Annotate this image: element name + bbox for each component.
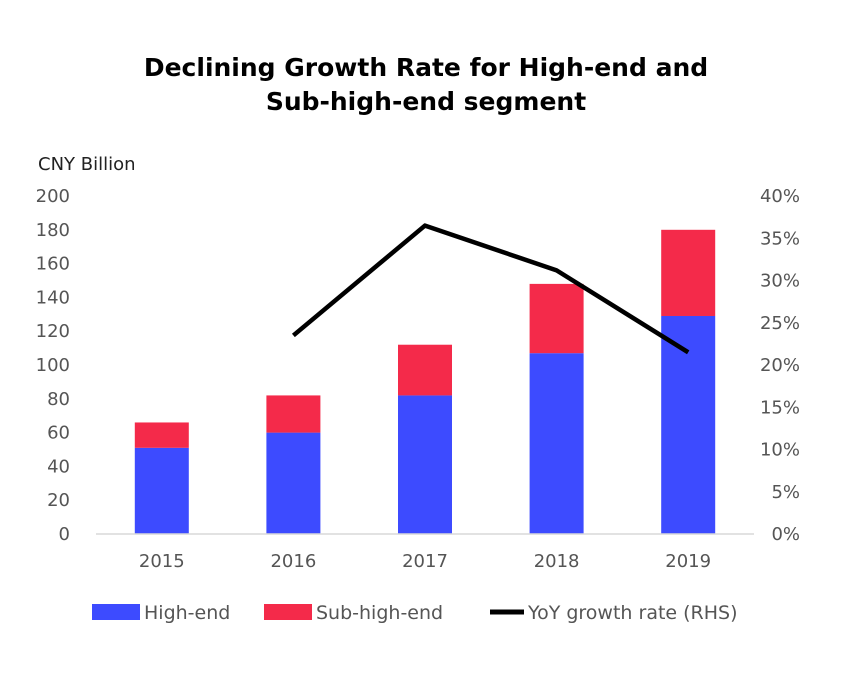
bar-high-end bbox=[266, 432, 321, 534]
x-axis-tick-label: 2019 bbox=[665, 551, 711, 572]
right-axis-tick-label: 20% bbox=[760, 355, 800, 376]
bar-high-end bbox=[398, 395, 452, 534]
right-axis-ticks: 0% 5% 10% 15% 20% 25% 30% 35% 40% bbox=[760, 186, 800, 545]
left-axis-tick-label: 20 bbox=[47, 490, 70, 511]
bar-high-end bbox=[661, 315, 716, 534]
x-axis-tick-label: 2016 bbox=[270, 551, 316, 572]
right-axis-tick-label: 15% bbox=[760, 397, 800, 418]
x-axis-tick-label: 2015 bbox=[139, 551, 185, 572]
left-axis-tick-label: 0 bbox=[59, 524, 70, 545]
left-axis-tick-label: 160 bbox=[36, 254, 70, 275]
x-axis-tick-label: 2017 bbox=[402, 551, 448, 572]
bars bbox=[134, 229, 716, 534]
series-line-yoy-growth-rate bbox=[291, 223, 690, 355]
chart-title-line-1: Declining Growth Rate for High-end and bbox=[144, 53, 708, 82]
legend-label: High-end bbox=[144, 602, 230, 624]
left-axis-tick-label: 60 bbox=[47, 423, 70, 444]
growth-line-layer bbox=[291, 223, 690, 355]
legend-label: Sub-high-end bbox=[316, 602, 443, 624]
right-axis-tick-label: 25% bbox=[760, 313, 800, 334]
x-axis-ticks: 2015 2016 2017 2018 2019 bbox=[139, 551, 711, 572]
bar-sub-high-end bbox=[398, 344, 452, 396]
left-axis-tick-label: 120 bbox=[36, 321, 70, 342]
legend-swatch bbox=[264, 604, 312, 620]
right-axis-tick-label: 10% bbox=[760, 440, 800, 461]
left-axis-tick-label: 100 bbox=[36, 355, 70, 376]
x-axis-tick-label: 2018 bbox=[534, 551, 580, 572]
bar-high-end bbox=[134, 447, 189, 534]
bar-sub-high-end bbox=[529, 283, 584, 354]
legend-swatch bbox=[92, 604, 140, 620]
right-axis-tick-label: 0% bbox=[771, 524, 800, 545]
left-axis-tick-label: 80 bbox=[47, 389, 70, 410]
left-axis-ticks: 0 20 40 60 80 100 120 140 160 180 200 bbox=[36, 186, 70, 545]
bar-sub-high-end bbox=[266, 395, 321, 433]
left-axis-tick-label: 140 bbox=[36, 287, 70, 308]
legend-label: YoY growth rate (RHS) bbox=[527, 602, 738, 624]
left-axis-tick-label: 40 bbox=[47, 456, 70, 477]
left-axis-tick-label: 180 bbox=[36, 220, 70, 241]
bar-sub-high-end bbox=[661, 229, 716, 316]
right-axis-tick-label: 5% bbox=[771, 482, 800, 503]
right-axis-tick-label: 30% bbox=[760, 271, 800, 292]
left-axis-unit-label: CNY Billion bbox=[38, 154, 136, 175]
left-axis-tick-label: 200 bbox=[36, 186, 70, 207]
bar-high-end bbox=[529, 353, 584, 534]
chart-title-line-2: Sub-high-end segment bbox=[266, 87, 586, 116]
right-axis-tick-label: 35% bbox=[760, 228, 800, 249]
bar-sub-high-end bbox=[134, 422, 189, 448]
legend: High-end Sub-high-end YoY growth rate (RHS… bbox=[92, 602, 738, 624]
right-axis-tick-label: 40% bbox=[760, 186, 800, 207]
